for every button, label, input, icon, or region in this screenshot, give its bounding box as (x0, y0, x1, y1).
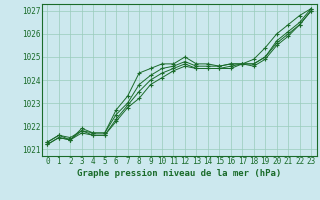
X-axis label: Graphe pression niveau de la mer (hPa): Graphe pression niveau de la mer (hPa) (77, 169, 281, 178)
